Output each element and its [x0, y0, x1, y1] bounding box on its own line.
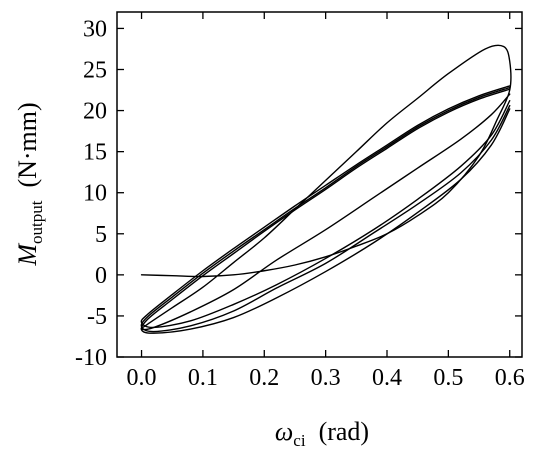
x-tick-label: 0.2	[249, 365, 279, 391]
series-line	[140, 85, 511, 329]
y-tick-label: 20	[83, 99, 107, 125]
x-tick-label: 0.4	[372, 365, 402, 391]
y-tick-label: -5	[87, 304, 107, 330]
x-tick-label: 0.6	[495, 365, 525, 391]
x-axis-label: ωci (rad)	[275, 417, 369, 450]
ticks: 0.0 0.1 0.2 0.3 0.4 0.5 0.6 -10 -5 0 5 10 15 20 25 30	[75, 12, 525, 391]
y-tick-label: 10	[83, 181, 107, 207]
x-tick-label: 0.0	[127, 365, 157, 391]
y-tick-label: 25	[83, 58, 107, 84]
series-line	[140, 88, 511, 334]
x-label-unit: (rad)	[306, 417, 370, 446]
x-label-symbol: ω	[275, 417, 293, 446]
x-label-subscript: ci	[293, 431, 306, 450]
y-tick-label: 5	[95, 222, 107, 248]
y-tick-label: -10	[75, 345, 107, 371]
series-line	[140, 86, 511, 333]
y-tick-label: 0	[95, 263, 107, 289]
y-axis-label: Moutput (N·mm)	[13, 102, 46, 266]
y-label-symbol: M	[13, 243, 42, 267]
y-label-subscript: output	[27, 200, 46, 244]
x-tick-label: 0.3	[311, 365, 341, 391]
curves	[140, 44, 512, 334]
x-tick-label: 0.5	[433, 365, 463, 391]
y-tick-label: 30	[83, 16, 107, 42]
plot-frame	[116, 11, 523, 358]
y-label-unit: (N·mm)	[13, 102, 42, 200]
y-tick-label: 15	[83, 140, 107, 166]
x-tick-label: 0.1	[188, 365, 218, 391]
